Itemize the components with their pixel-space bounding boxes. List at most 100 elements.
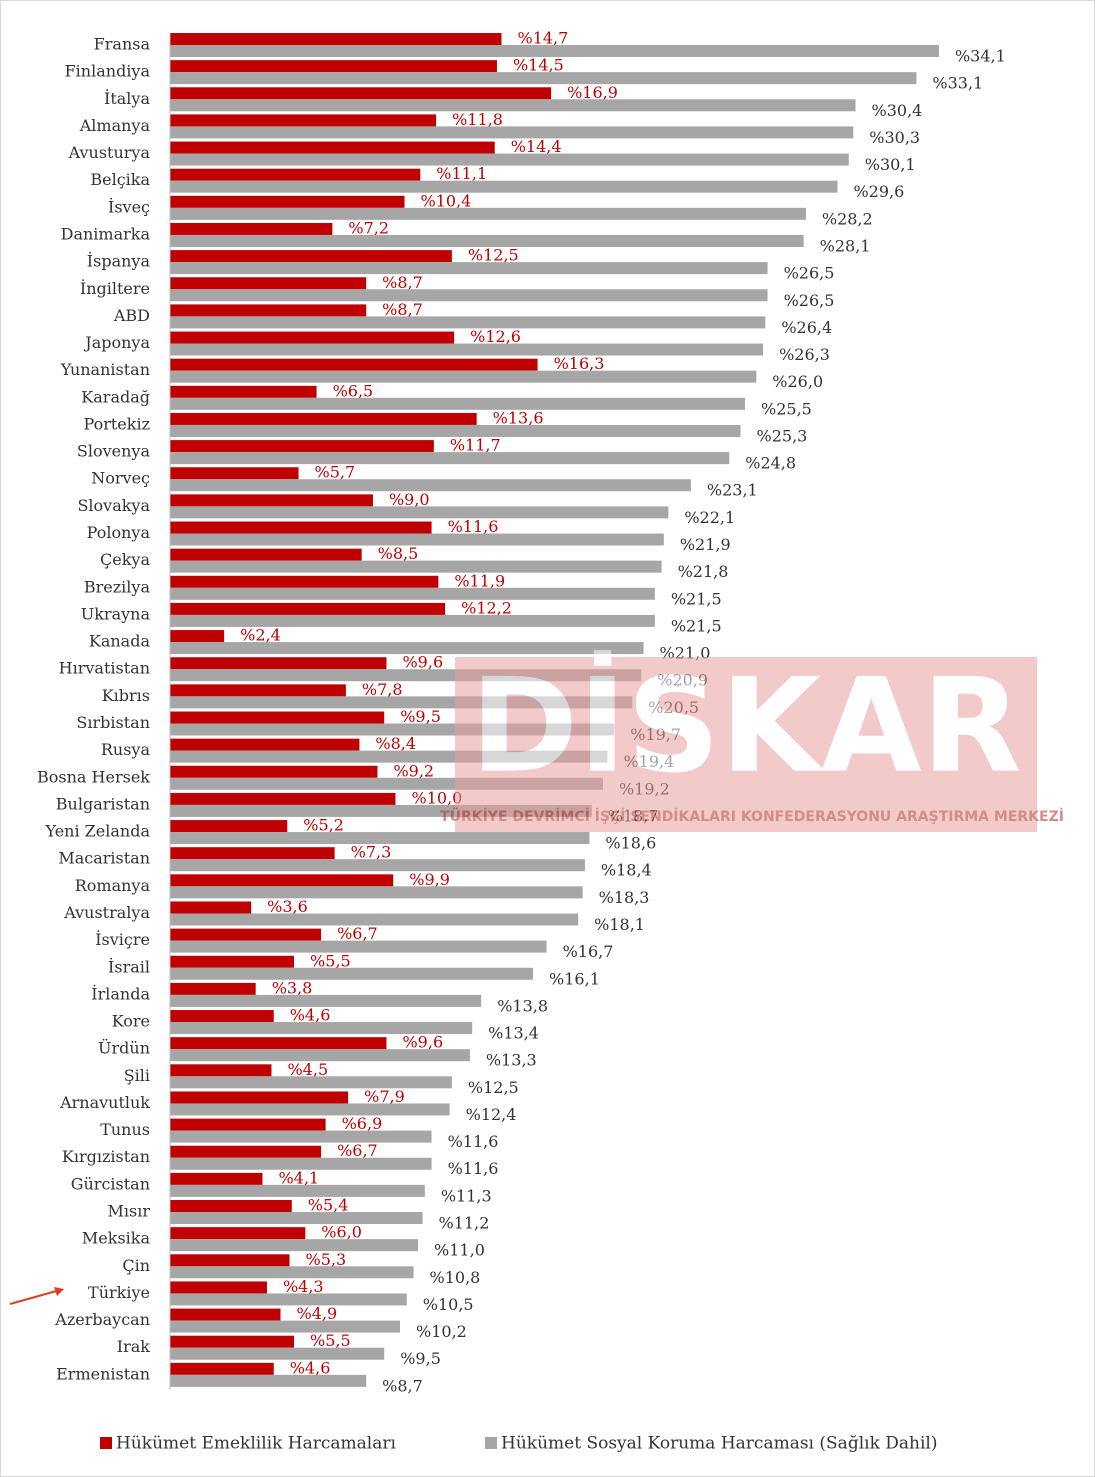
category-label: Gürcistan xyxy=(71,1174,150,1193)
category-label: Ukrayna xyxy=(81,604,151,623)
value-label: %26,3 xyxy=(779,345,830,364)
bar xyxy=(170,1266,414,1279)
value-label: %16,9 xyxy=(567,83,618,102)
bar xyxy=(170,1347,385,1360)
bar xyxy=(170,711,385,724)
value-label: %6,0 xyxy=(321,1223,362,1242)
value-label: %21,5 xyxy=(671,589,722,608)
value-label: %18,1 xyxy=(594,915,645,934)
category-label: Avusturya xyxy=(68,143,151,162)
value-label: %7,3 xyxy=(351,843,392,862)
bar xyxy=(170,397,746,410)
value-label: %14,5 xyxy=(513,56,564,75)
category-label: Çin xyxy=(122,1256,150,1275)
bar xyxy=(170,521,432,534)
value-label: %7,2 xyxy=(348,218,389,237)
value-label: %11,1 xyxy=(436,164,487,183)
category-label: Fransa xyxy=(94,35,151,54)
category-label: Irak xyxy=(117,1337,151,1356)
bar xyxy=(170,222,333,235)
value-label: %11,0 xyxy=(434,1241,485,1260)
bar xyxy=(170,141,495,154)
bar xyxy=(170,1227,306,1240)
bar xyxy=(170,967,534,980)
value-label: %29,6 xyxy=(853,182,904,201)
bar xyxy=(170,316,766,329)
value-label: %34,1 xyxy=(955,47,1006,66)
value-label: %5,4 xyxy=(308,1196,349,1215)
bar xyxy=(170,87,552,100)
value-label: %8,7 xyxy=(382,300,423,319)
bar xyxy=(170,1091,349,1104)
bar xyxy=(170,928,322,941)
value-label: %4,9 xyxy=(296,1304,337,1323)
bar xyxy=(170,994,482,1007)
bar xyxy=(170,424,741,437)
bar xyxy=(170,45,939,57)
bar xyxy=(170,304,367,317)
bar xyxy=(170,60,497,73)
category-label: Kıbrıs xyxy=(102,686,150,705)
bar xyxy=(170,602,446,615)
category-label: İspanya xyxy=(87,251,151,271)
bar xyxy=(170,792,396,805)
bar xyxy=(170,1022,473,1035)
value-label: %14,4 xyxy=(511,137,562,156)
bar xyxy=(170,195,405,208)
value-label: %13,8 xyxy=(497,996,548,1015)
bar xyxy=(170,820,288,833)
value-label: %13,3 xyxy=(486,1051,537,1070)
bar xyxy=(170,1010,274,1023)
bar xyxy=(170,940,547,953)
value-label: %24,8 xyxy=(745,454,796,473)
value-label: %26,0 xyxy=(772,372,823,391)
value-label: %8,5 xyxy=(378,544,419,563)
value-label: %30,1 xyxy=(865,155,916,174)
value-label: %12,2 xyxy=(461,598,512,617)
value-label: %11,2 xyxy=(439,1214,490,1233)
category-label: Slovenya xyxy=(77,442,151,461)
arrow xyxy=(9,1289,61,1305)
value-label: %25,5 xyxy=(761,399,812,418)
value-label: %4,6 xyxy=(290,1006,331,1025)
bar xyxy=(170,370,757,383)
value-label: %21,8 xyxy=(678,562,729,581)
watermark: DİSKAR TÜRKİYE DEVRİMCİ İŞÇİ SENDİKALARI… xyxy=(440,650,1064,832)
category-label: ABD xyxy=(113,306,150,325)
category-label: Azerbaycan xyxy=(54,1310,150,1329)
value-label: %9,0 xyxy=(389,490,430,509)
value-label: %4,5 xyxy=(287,1060,328,1079)
category-label: Danimarka xyxy=(61,224,151,243)
category-label: Rusya xyxy=(101,740,151,759)
category-label: Meksika xyxy=(82,1229,151,1248)
value-label: %6,9 xyxy=(342,1114,383,1133)
value-label: %4,1 xyxy=(278,1168,319,1187)
value-label: %12,5 xyxy=(468,1078,519,1097)
bar xyxy=(170,99,856,112)
category-label: Japonya xyxy=(83,333,150,352)
bar xyxy=(170,630,225,643)
bar xyxy=(170,955,295,968)
bar xyxy=(170,1103,450,1116)
value-label: %6,7 xyxy=(337,1141,378,1160)
value-label: %5,5 xyxy=(310,951,351,970)
category-label: Yeni Zelanda xyxy=(45,822,151,841)
value-label: %3,8 xyxy=(272,978,313,997)
bar xyxy=(170,560,662,573)
category-label: Mısır xyxy=(108,1202,151,1221)
category-label: Macaristan xyxy=(58,849,150,868)
value-label: %10,4 xyxy=(421,191,472,210)
bar xyxy=(170,412,477,425)
value-label: %11,6 xyxy=(448,517,499,536)
category-label: Yunanistan xyxy=(60,360,150,379)
category-label: Avustralya xyxy=(63,903,150,922)
category-label: Karadağ xyxy=(81,387,150,406)
value-label: %12,6 xyxy=(470,327,521,346)
bar xyxy=(170,126,854,139)
value-label: %9,2 xyxy=(393,761,434,780)
value-label: %5,5 xyxy=(310,1331,351,1350)
value-label: %21,9 xyxy=(680,535,731,554)
bar xyxy=(170,207,806,220)
bar xyxy=(170,1239,419,1252)
bar xyxy=(170,180,838,193)
